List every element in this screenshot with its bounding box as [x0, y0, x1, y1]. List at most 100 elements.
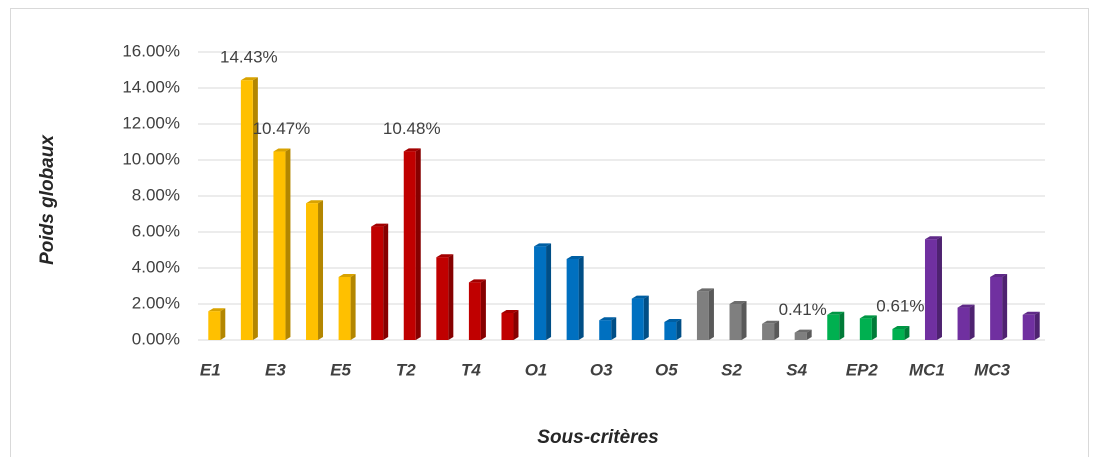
- y-tick-label: 6.00%: [132, 221, 180, 240]
- bar-top: [794, 329, 812, 333]
- bar-side: [839, 311, 845, 340]
- bar-side: [741, 301, 747, 340]
- bar-side: [969, 304, 975, 340]
- value-label: 14.43%: [220, 48, 278, 67]
- bar: [306, 203, 319, 340]
- bar-top: [436, 254, 454, 258]
- bar-side: [936, 236, 942, 340]
- bar: [859, 318, 872, 340]
- bar-side: [546, 243, 552, 340]
- bar: [957, 307, 970, 340]
- x-tick-label: MC1: [909, 360, 945, 379]
- bar: [794, 332, 807, 340]
- bar: [664, 322, 677, 340]
- bar: [1022, 314, 1035, 340]
- bar-side: [643, 295, 649, 340]
- bar-top: [468, 279, 486, 283]
- bar-side: [415, 148, 421, 340]
- bar-top: [664, 319, 682, 322]
- bar-side: [480, 279, 486, 340]
- bar-side: [676, 319, 682, 340]
- bar-side: [871, 315, 877, 340]
- bar-top: [338, 274, 356, 277]
- bar-top: [762, 320, 780, 324]
- bar-side: [611, 317, 617, 340]
- bar: [338, 277, 351, 340]
- bar: [566, 259, 579, 340]
- bar-top: [696, 288, 714, 292]
- bar: [599, 320, 612, 340]
- y-tick-label: 12.00%: [122, 113, 180, 132]
- x-tick-label: O5: [655, 360, 678, 379]
- bar-top: [957, 304, 975, 308]
- bar-top: [501, 310, 519, 313]
- x-axis-title: Sous-critères: [537, 427, 658, 448]
- x-tick-label: MC3: [974, 360, 1010, 379]
- bar-top: [240, 77, 258, 81]
- bar: [208, 311, 221, 340]
- bar: [240, 80, 253, 340]
- bar: [403, 151, 416, 340]
- x-tick-label: O1: [525, 360, 548, 379]
- bar-top: [1022, 311, 1040, 315]
- bar: [990, 277, 1003, 340]
- bar-side: [220, 308, 226, 340]
- bar-side: [383, 223, 389, 340]
- bar-top: [534, 243, 552, 247]
- bar-side: [806, 329, 812, 340]
- bar-side: [318, 200, 324, 340]
- y-tick-label: 14.00%: [122, 77, 180, 96]
- bar-side: [708, 288, 714, 340]
- bar: [762, 323, 775, 340]
- bar-top: [990, 274, 1008, 277]
- bar-side: [578, 256, 584, 340]
- bar: [501, 313, 514, 340]
- bar-side: [448, 254, 454, 340]
- bar: [273, 151, 286, 340]
- value-label: 10.47%: [253, 119, 311, 138]
- bar: [631, 298, 644, 340]
- bar: [468, 282, 481, 340]
- x-tick-label: EP2: [846, 360, 879, 379]
- value-label: 0.61%: [876, 297, 924, 316]
- bar-top: [924, 236, 942, 240]
- bar: [436, 257, 449, 340]
- value-label: 10.48%: [383, 119, 441, 138]
- chart-border: [10, 8, 1089, 457]
- bar-side: [350, 274, 356, 340]
- bar-top: [403, 148, 421, 152]
- x-tick-label: T2: [396, 360, 416, 379]
- bar-top: [273, 148, 291, 152]
- y-tick-label: 2.00%: [132, 293, 180, 312]
- bar-side: [904, 326, 910, 340]
- x-tick-label: E5: [330, 360, 351, 379]
- bar: [827, 314, 840, 340]
- x-tick-label: E1: [200, 360, 221, 379]
- y-tick-label: 0.00%: [132, 329, 180, 348]
- bar-top: [892, 326, 910, 330]
- bar-top: [208, 308, 226, 312]
- bar-side: [513, 310, 519, 340]
- bar-top: [371, 223, 389, 227]
- bar: [371, 226, 384, 340]
- y-axis-title: Poids globaux: [37, 134, 58, 265]
- bar-top: [599, 317, 617, 321]
- bar-top: [859, 315, 877, 319]
- bar: [534, 246, 547, 340]
- x-tick-label: S2: [721, 360, 742, 379]
- y-tick-label: 16.00%: [122, 41, 180, 60]
- bar-top: [306, 200, 324, 204]
- bar-top: [827, 311, 845, 315]
- y-tick-label: 4.00%: [132, 257, 180, 276]
- bar-side: [285, 148, 291, 340]
- bar: [696, 291, 709, 340]
- value-label: 0.41%: [779, 300, 827, 319]
- x-tick-label: S4: [786, 360, 807, 379]
- bar: [892, 329, 905, 340]
- y-tick-label: 10.00%: [122, 149, 180, 168]
- x-tick-label: T4: [461, 360, 481, 379]
- bar: [729, 304, 742, 340]
- bar-top: [729, 301, 747, 304]
- bar-side: [252, 77, 258, 340]
